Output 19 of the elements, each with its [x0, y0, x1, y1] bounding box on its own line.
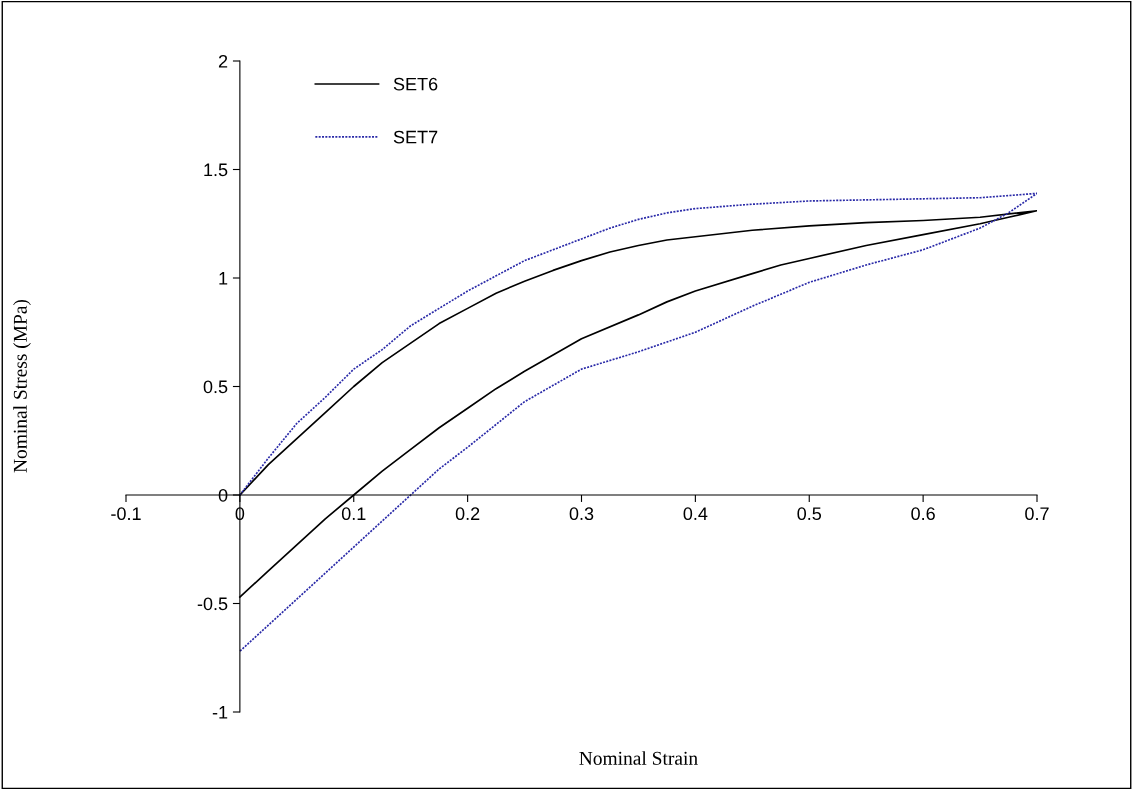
- legend-label: SET7: [393, 130, 438, 144]
- x-tick-label: 0.2: [455, 507, 480, 521]
- y-tick-label: 1.5: [204, 163, 228, 177]
- x-tick-label: -0.1: [111, 507, 141, 521]
- y-axis-title: Nominal Stress (MPa): [13, 299, 31, 473]
- x-tick-label: 0.1: [341, 507, 366, 521]
- x-axis-title: Nominal Strain: [579, 751, 698, 765]
- x-tick-label: 0.4: [683, 507, 708, 521]
- y-tick-label: 2: [218, 54, 228, 68]
- x-tick-label: 0.5: [797, 507, 822, 521]
- y-tick-label: -0.5: [197, 597, 228, 611]
- y-tick-label: 0.5: [203, 380, 228, 394]
- x-tick-label: 0.7: [1025, 507, 1049, 521]
- y-tick-label: 1: [219, 272, 228, 285]
- x-tick-label: 0.3: [569, 507, 594, 521]
- x-tick-label: 0.6: [911, 507, 935, 521]
- y-tick-label: -1: [212, 706, 228, 719]
- y-tick-label: 0: [218, 488, 228, 502]
- legend-label: SET6: [393, 77, 438, 91]
